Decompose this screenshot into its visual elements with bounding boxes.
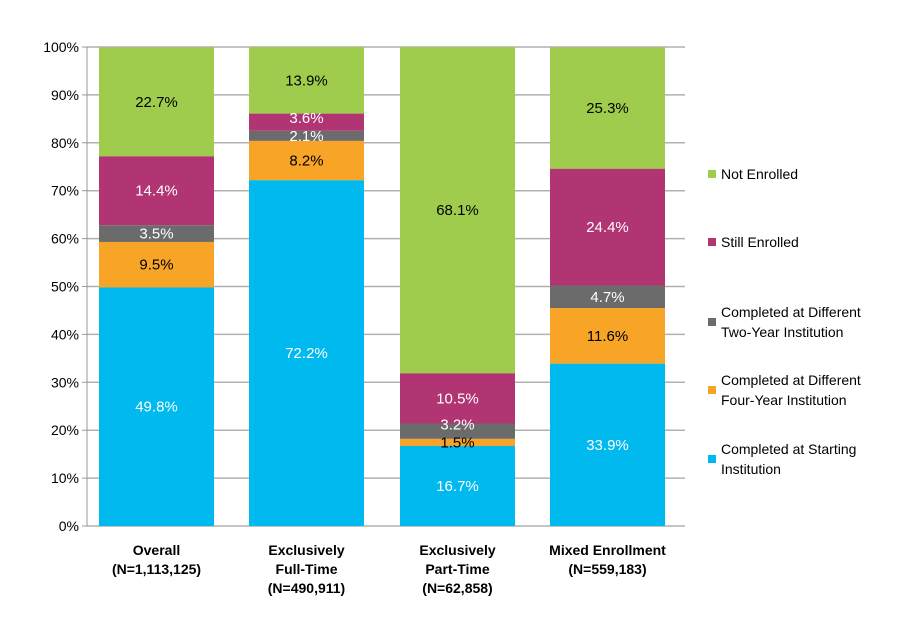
- bar-segment: [249, 180, 364, 527]
- x-tick-label: (N=559,183): [568, 561, 646, 577]
- bar-segment: [400, 438, 515, 447]
- data-label: 72.2%: [285, 345, 328, 362]
- data-label: 14.4%: [135, 183, 178, 200]
- data-label: 25.3%: [586, 100, 629, 117]
- legend-swatch: [708, 455, 716, 463]
- legend-swatch: [708, 386, 716, 394]
- data-label: 4.7%: [590, 289, 624, 306]
- y-tick-label: 100%: [43, 39, 79, 55]
- x-tick-label: Exclusively: [268, 542, 344, 558]
- data-label: 11.6%: [587, 328, 628, 345]
- x-tick-label: (N=62,858): [422, 580, 492, 596]
- y-tick-label: 50%: [51, 279, 79, 295]
- y-tick-label: 70%: [51, 183, 79, 199]
- data-label: 9.5%: [139, 257, 173, 274]
- bar-segment: [99, 47, 214, 157]
- data-label: 16.7%: [436, 478, 479, 495]
- legend-label: Completed at Different: [721, 304, 861, 320]
- legend-label: Institution: [721, 461, 781, 477]
- data-label: 22.7%: [135, 94, 178, 111]
- y-tick-label: 80%: [51, 135, 79, 151]
- bar-segment: [550, 363, 665, 526]
- data-label: 1.5%: [440, 434, 474, 451]
- data-label: 3.6%: [289, 110, 323, 127]
- bar-segment: [249, 113, 364, 131]
- data-label: 8.2%: [289, 153, 323, 170]
- legend-swatch: [708, 170, 716, 178]
- x-tick-label: Exclusively: [419, 542, 495, 558]
- legend-label: Completed at Different: [721, 372, 861, 388]
- data-label: 33.9%: [586, 437, 629, 454]
- x-tick-label: (N=490,911): [268, 580, 345, 596]
- bar-segment: [249, 140, 364, 181]
- data-label: 3.5%: [139, 226, 173, 243]
- x-tick-label: (N=1,113,125): [112, 561, 201, 577]
- bar-segment: [99, 287, 214, 526]
- x-tick-label: Overall: [133, 542, 180, 558]
- y-tick-label: 90%: [51, 87, 79, 103]
- data-label: 49.8%: [135, 399, 178, 416]
- bar-segment: [99, 225, 214, 242]
- bar-segment: [249, 130, 364, 141]
- legend-label: Four-Year Institution: [721, 392, 847, 408]
- legend-label: Still Enrolled: [721, 234, 799, 250]
- bar-segment: [249, 47, 364, 114]
- y-tick-label: 0%: [59, 518, 79, 534]
- legend-label: Not Enrolled: [721, 166, 798, 182]
- bar-segment: [550, 308, 665, 364]
- bar-segment: [550, 47, 665, 169]
- data-label: 24.4%: [586, 219, 629, 236]
- bar-segment: [400, 373, 515, 424]
- bar-segment: [400, 47, 515, 374]
- data-label: 10.5%: [436, 390, 479, 407]
- bar-segment: [99, 241, 214, 288]
- bar-segment: [400, 446, 515, 526]
- y-tick-label: 40%: [51, 326, 79, 342]
- y-tick-label: 30%: [51, 374, 79, 390]
- legend-swatch: [708, 318, 716, 326]
- y-tick-label: 10%: [51, 470, 79, 486]
- legend-label: Completed at Starting: [721, 441, 856, 457]
- data-label: 2.1%: [289, 128, 323, 145]
- legend-label: Two-Year Institution: [721, 324, 843, 340]
- y-tick-label: 60%: [51, 231, 79, 247]
- legend-swatch: [708, 238, 716, 246]
- x-tick-label: Part-Time: [425, 561, 490, 577]
- data-label: 3.2%: [440, 416, 474, 433]
- x-tick-label: Full-Time: [276, 561, 338, 577]
- y-tick-label: 20%: [51, 422, 79, 438]
- bar-segment: [550, 285, 665, 309]
- x-tick-label: Mixed Enrollment: [549, 542, 666, 558]
- data-label: 13.9%: [285, 72, 328, 89]
- bar-segment: [400, 423, 515, 439]
- bar-segment: [99, 156, 214, 226]
- bar-segment: [550, 168, 665, 286]
- data-label: 68.1%: [436, 202, 479, 219]
